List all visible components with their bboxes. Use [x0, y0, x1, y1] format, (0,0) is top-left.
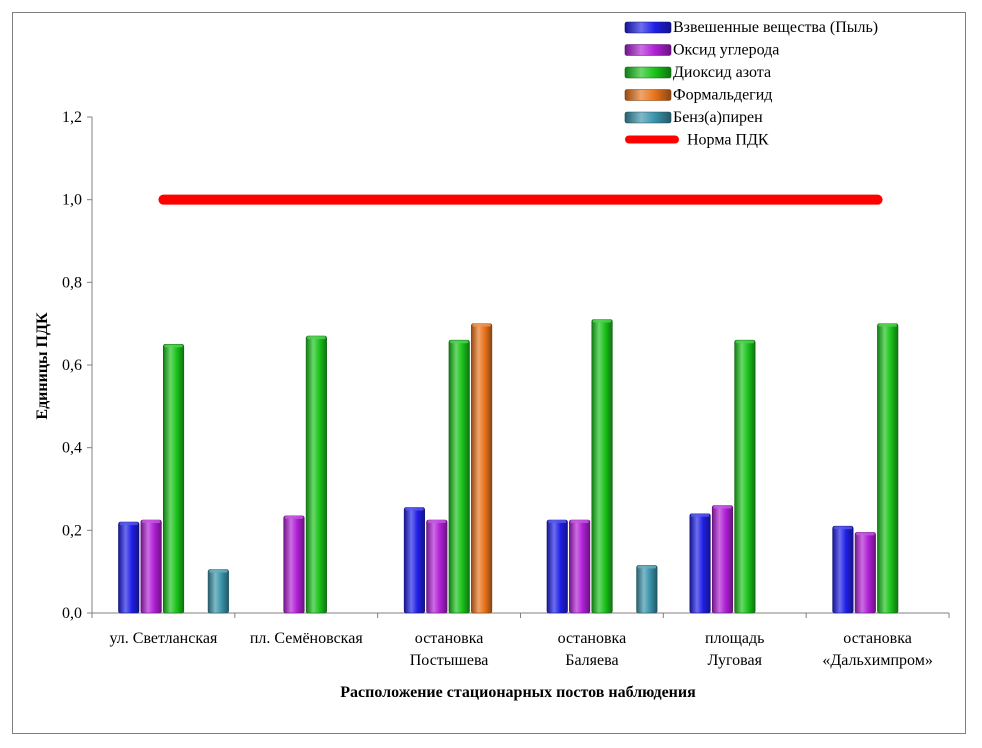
bar-3-4: [591, 319, 613, 614]
chart-frame: 0,0 0,2 0,4 0,6 0,8 1,0 1,2 ул. Светланская пл.…: [12, 12, 966, 734]
bar-cap: [209, 569, 228, 573]
bar-cap: [307, 336, 326, 340]
bar-1-3: [403, 507, 425, 614]
y-tick-label: 0,4: [62, 440, 82, 457]
y-tick-label: 0,0: [62, 605, 82, 622]
legend-swatch: [624, 21, 672, 34]
x-category-label: пл. Семёновская: [250, 630, 364, 647]
bar-cap: [141, 520, 161, 523]
bar-cap: [405, 507, 424, 511]
bar-chart: 0,0 0,2 0,4 0,6 0,8 1,0 1,2 ул. Светланская пл.…: [34, 19, 950, 701]
bar-2-2: [283, 515, 305, 614]
bar-cap: [548, 520, 567, 523]
bar-5-1: [207, 569, 229, 614]
x-category-label: остановка Постышева: [410, 630, 489, 669]
x-category-label: остановка Баляева: [558, 630, 627, 669]
bar-1-5: [689, 513, 711, 614]
bar-cap: [878, 323, 897, 327]
bar-2-6: [854, 532, 876, 614]
legend-swatch: [624, 44, 672, 56]
bars: [118, 319, 899, 614]
legend-label-reference: Норма ПДК: [687, 132, 769, 149]
bar-cap: [735, 340, 755, 344]
bar-4-3: [471, 323, 493, 614]
y-axis: 0,0 0,2 0,4 0,6 0,8 1,0 1,2: [62, 109, 93, 622]
y-tick-label: 0,8: [62, 274, 82, 291]
bar-cap: [592, 319, 612, 323]
bar-cap: [427, 520, 447, 523]
legend-swatch: [624, 66, 672, 79]
legend-swatch: [624, 111, 672, 124]
bar-3-6: [877, 323, 899, 614]
x-axis: ул. Светланская пл. Семёновская остановка П…: [91, 612, 950, 669]
bar-1-4: [546, 519, 568, 614]
bar-cap: [833, 526, 853, 530]
bar-2-4: [569, 519, 591, 614]
x-category-label: ул. Светланская: [109, 630, 217, 647]
bar-cap: [164, 344, 183, 348]
legend-label: Формальдегид: [673, 87, 772, 104]
x-axis-title: Расположение стационарных постов наблюде…: [340, 684, 696, 701]
bar-3-3: [448, 339, 470, 614]
legend-swatch: [624, 89, 672, 101]
bar-cap: [713, 505, 732, 509]
legend-label: Диоксид азота: [673, 64, 771, 81]
bar-cap: [472, 323, 491, 327]
bar-3-1: [163, 344, 185, 614]
y-tick-label: 1,0: [62, 192, 82, 209]
legend-label: Бенз(а)пирен: [673, 109, 763, 126]
x-category-label: остановка «Дальхимпром»: [822, 630, 933, 669]
bar-cap: [856, 532, 875, 536]
y-tick-label: 1,2: [62, 109, 82, 126]
bar-cap: [449, 340, 469, 344]
bar-1-1: [118, 521, 140, 614]
bar-cap: [637, 565, 657, 569]
bar-cap: [119, 522, 138, 526]
bar-2-3: [426, 519, 448, 614]
bar-cap: [570, 520, 589, 523]
bar-cap: [284, 515, 304, 519]
legend-label: Взвешенные вещества (Пыль): [673, 19, 878, 36]
bar-2-5: [711, 505, 734, 614]
y-axis-title: Единицы ПДК: [34, 312, 51, 420]
legend-label: Оксид углерода: [673, 42, 779, 59]
bar-3-2: [305, 335, 327, 614]
bar-1-6: [832, 525, 854, 614]
bar-5-4: [636, 565, 658, 614]
bar-2-1: [140, 519, 162, 614]
bar-cap: [690, 513, 710, 517]
legend: Взвешенные вещества (Пыль) Оксид углерода…: [624, 19, 878, 149]
y-tick-label: 0,2: [62, 522, 82, 539]
x-category-label: площадь Луговая: [705, 630, 764, 669]
y-tick-label: 0,6: [62, 357, 82, 374]
bar-3-5: [734, 339, 756, 614]
